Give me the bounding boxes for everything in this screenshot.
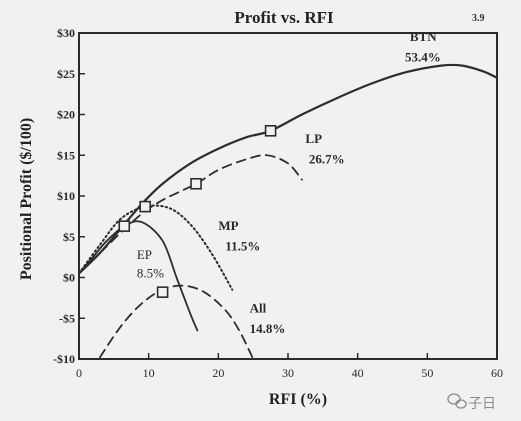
x-tick-label: 50 <box>421 366 433 380</box>
plot-frame <box>78 32 498 360</box>
series-pct-ep: 8.5% <box>137 266 164 281</box>
watermark-text: 子日 <box>468 396 496 412</box>
y-tick-label: $20 <box>57 108 75 122</box>
marker-all <box>156 286 169 298</box>
marker-ep <box>118 220 131 232</box>
watermark: 子日 <box>447 393 496 412</box>
x-tick-label: 0 <box>76 366 82 380</box>
x-axis-label: RFI (%) <box>269 391 327 408</box>
series-pct-btn: 53.4% <box>405 50 441 65</box>
x-tick-label: 60 <box>491 366 503 380</box>
x-axis-ticks: 0 10 20 30 40 50 60 <box>76 353 503 380</box>
series-pct-mp: 11.5% <box>225 239 260 254</box>
series-pct-lp: 26.7% <box>309 151 345 166</box>
y-axis-ticks: -$10 -$5 $0 $5 $10 $15 $20 $25 $30 <box>53 26 85 366</box>
y-tick-label: -$5 <box>59 311 75 325</box>
y-axis-label: Positional Profit ($/100) <box>18 118 35 280</box>
series-markers <box>118 125 277 298</box>
y-tick-label: -$10 <box>53 352 75 366</box>
series-line-mp <box>78 204 234 291</box>
x-tick-label: 10 <box>143 366 155 380</box>
series-line-btn <box>77 63 499 275</box>
series-name-ep: EP <box>137 247 152 262</box>
y-tick-label: $30 <box>57 26 75 40</box>
chart-title: Profit vs. RFI <box>234 8 334 27</box>
marker-mp <box>139 200 151 213</box>
series-name-btn: BTN <box>410 29 437 44</box>
series-line-lp <box>78 154 303 275</box>
y-tick-label: $10 <box>57 189 75 203</box>
x-tick-label: 40 <box>352 366 364 380</box>
series-line-all <box>99 284 255 360</box>
wechat-icon <box>447 393 467 409</box>
series-pct-all: 14.8% <box>250 321 286 336</box>
series-name-mp: MP <box>218 218 238 233</box>
y-tick-label: $25 <box>57 67 75 81</box>
series-name-all: All <box>250 301 267 316</box>
y-tick-label: $5 <box>63 230 75 244</box>
series-name-lp: LP <box>305 131 322 146</box>
x-tick-label: 20 <box>212 366 224 380</box>
figure-number: 3.9 <box>472 13 485 24</box>
marker-lp <box>190 177 202 190</box>
y-tick-label: $15 <box>57 148 75 162</box>
series-line-ep <box>78 220 199 332</box>
series-labels: BTN 53.4% LP 26.7% MP 11.5% EP 8.5% All 14.8% <box>137 29 441 336</box>
y-tick-label: $0 <box>63 271 75 285</box>
x-tick-label: 30 <box>282 366 294 380</box>
marker-btn <box>264 125 277 137</box>
